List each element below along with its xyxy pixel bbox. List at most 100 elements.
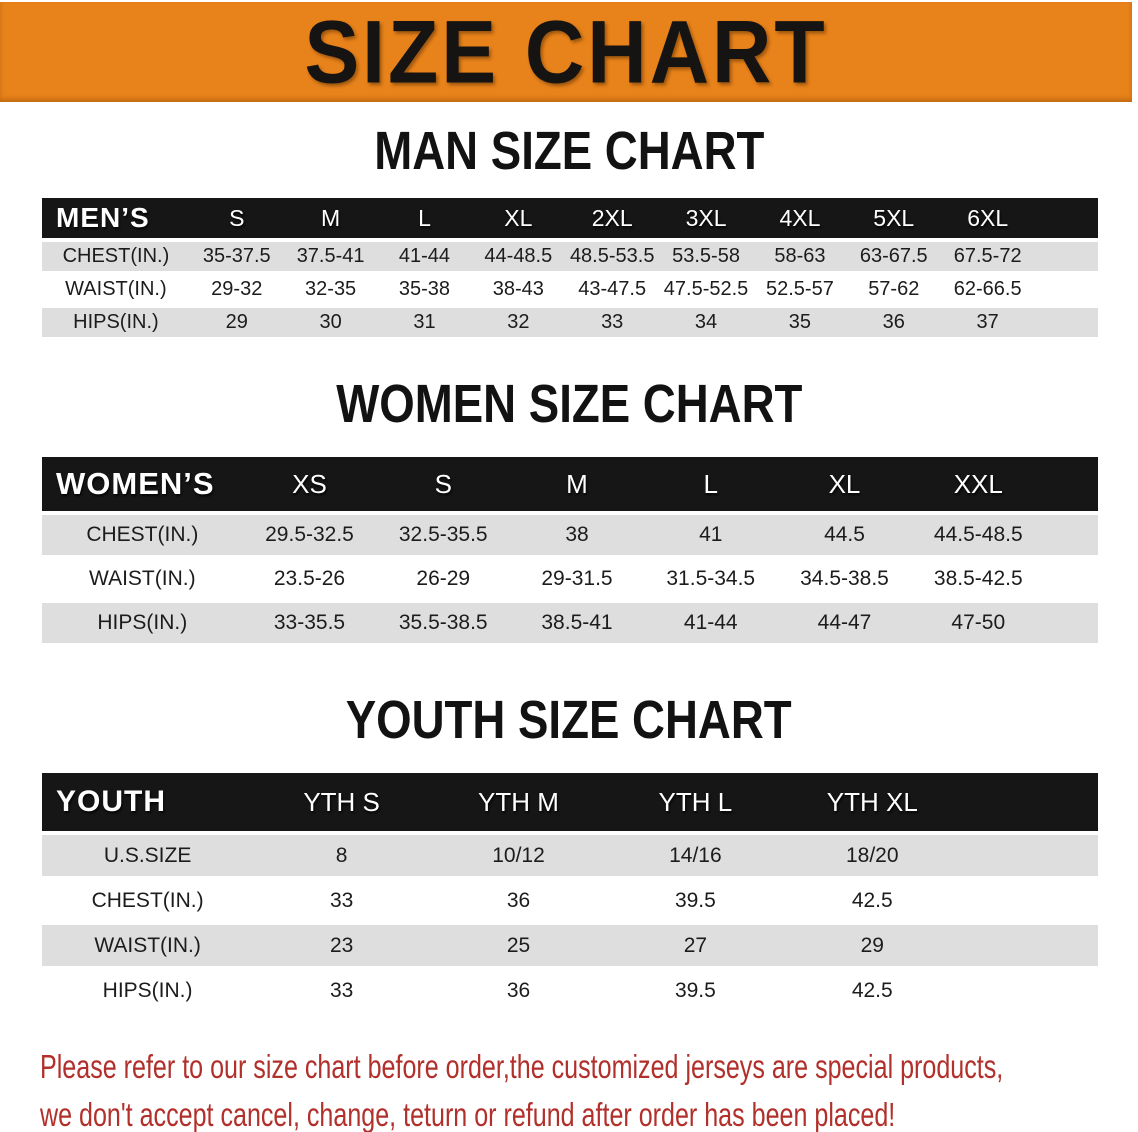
row-spacer (1034, 308, 1098, 337)
size-column-header: 5XL (846, 198, 941, 238)
size-value: 44-48.5 (471, 242, 566, 271)
size-value: 35 (752, 308, 847, 337)
size-value: 26-29 (376, 559, 511, 599)
order-disclaimer: Please refer to our size chart before or… (40, 1043, 1138, 1132)
size-column-header: M (283, 198, 378, 238)
row-label: U.S.SIZE (42, 835, 254, 876)
size-value: 35-37.5 (189, 242, 284, 271)
size-column-header: XS (242, 457, 377, 511)
row-label: CHEST(IN.) (42, 515, 243, 555)
size-value: 37 (940, 308, 1035, 337)
size-value: 31 (377, 308, 472, 337)
size-value: 32 (471, 308, 566, 337)
size-value: 18/20 (783, 835, 961, 876)
size-value: 33-35.5 (242, 603, 377, 643)
size-group-label: MEN’S (42, 198, 190, 238)
size-value: 30 (283, 308, 378, 337)
measurement-row: HIPS(IN.) 29 30 31 32 33 34 35 36 37 (42, 308, 1098, 337)
size-value: 43-47.5 (565, 275, 660, 304)
size-value: 53.5-58 (659, 242, 753, 271)
women-section-heading-text: WOMEN SIZE CHART (335, 374, 803, 435)
size-value: 23 (253, 925, 431, 966)
size-header-row: MEN’S S M L XL 2XL 3XL 4XL 5XL 6XL (42, 198, 1098, 238)
youth-size-table: YOUTH YTH S YTH M YTH L YTH XL U.S.SIZE 8 10/12… (42, 769, 1098, 1015)
disclaimer-line-1-text: Please refer to our size chart before or… (40, 1048, 1004, 1085)
size-chart-banner: SIZE CHART (0, 2, 1132, 102)
row-spacer (960, 925, 1098, 966)
size-value: 48.5-53.5 (565, 242, 660, 271)
size-column-header: XXL (911, 457, 1046, 511)
measurement-row: CHEST(IN.) 35-37.5 37.5-41 41-44 44-48.5 48.5… (42, 242, 1098, 271)
banner-title: SIZE CHART (304, 1, 828, 102)
size-header-row: WOMEN’S XS S M L XL XXL (42, 457, 1098, 511)
men-section-heading-text: MAN SIZE CHART (373, 121, 765, 182)
row-spacer (1045, 515, 1098, 555)
size-value: 42.5 (783, 880, 961, 921)
row-label: WAIST(IN.) (42, 275, 190, 304)
size-value: 23.5-26 (242, 559, 377, 599)
size-column-header: L (643, 457, 778, 511)
row-label: HIPS(IN.) (42, 970, 254, 1011)
measurement-row: CHEST(IN.) 33 36 39.5 42.5 (42, 880, 1098, 921)
size-value: 33 (565, 308, 660, 337)
size-value: 36 (430, 880, 607, 921)
size-value: 35.5-38.5 (376, 603, 511, 643)
row-label: HIPS(IN.) (42, 308, 190, 337)
row-spacer (1045, 559, 1098, 599)
size-value: 10/12 (430, 835, 607, 876)
size-value: 63-67.5 (846, 242, 941, 271)
size-value: 33 (253, 970, 431, 1011)
row-spacer (960, 835, 1098, 876)
size-column-header: 6XL (940, 198, 1035, 238)
men-size-table: MEN’S S M L XL 2XL 3XL 4XL 5XL 6XL CHEST(IN.) 35-37… (42, 194, 1098, 341)
size-value: 47.5-52.5 (659, 275, 753, 304)
measurement-row: WAIST(IN.) 23 25 27 29 (42, 925, 1098, 966)
size-value: 27 (606, 925, 784, 966)
row-label: CHEST(IN.) (42, 880, 254, 921)
size-value: 62-66.5 (940, 275, 1035, 304)
measurement-row: WAIST(IN.) 23.5-26 26-29 29-31.5 31.5-34.5 34… (42, 559, 1098, 599)
row-spacer (960, 880, 1098, 921)
size-value: 47-50 (911, 603, 1046, 643)
size-column-header: L (377, 198, 472, 238)
size-value: 36 (430, 970, 607, 1011)
row-label: CHEST(IN.) (42, 242, 190, 271)
row-label: WAIST(IN.) (42, 559, 243, 599)
size-value: 32-35 (283, 275, 378, 304)
size-value: 29.5-32.5 (242, 515, 377, 555)
size-value: 29 (189, 308, 284, 337)
size-column-header: YTH L (606, 773, 784, 831)
size-column-header: YTH M (430, 773, 607, 831)
size-column-header: YTH XL (783, 773, 961, 831)
row-spacer (1034, 275, 1098, 304)
size-value: 52.5-57 (752, 275, 847, 304)
header-spacer (960, 773, 1098, 831)
size-value: 25 (430, 925, 607, 966)
youth-section-heading-text: YOUTH SIZE CHART (346, 690, 792, 751)
section-women: WOMEN SIZE CHART WOMEN’S XS S M L XL XXL CHEST(… (0, 374, 1138, 647)
size-value: 32.5-35.5 (376, 515, 511, 555)
size-group-label: YOUTH (42, 773, 254, 831)
size-value: 41 (643, 515, 778, 555)
size-value: 44.5 (777, 515, 912, 555)
section-men: MAN SIZE CHART MEN’S S M L XL 2XL 3XL 4XL 5XL 6XL… (0, 121, 1138, 341)
size-value: 67.5-72 (940, 242, 1035, 271)
size-column-header: 3XL (659, 198, 753, 238)
row-spacer (960, 970, 1098, 1011)
size-value: 58-63 (752, 242, 847, 271)
men-section-heading: MAN SIZE CHART (0, 121, 1138, 182)
size-value: 36 (846, 308, 941, 337)
size-column-header: S (189, 198, 284, 238)
size-column-header: 4XL (752, 198, 847, 238)
size-header-row: YOUTH YTH S YTH M YTH L YTH XL (42, 773, 1098, 831)
size-value: 34 (659, 308, 753, 337)
size-value: 8 (253, 835, 431, 876)
size-value: 29-31.5 (510, 559, 644, 599)
size-value: 41-44 (643, 603, 778, 643)
size-column-header: YTH S (253, 773, 431, 831)
header-spacer (1045, 457, 1098, 511)
size-value: 41-44 (377, 242, 472, 271)
disclaimer-line-2: we don't accept cancel, change, teturn o… (40, 1091, 1138, 1132)
header-spacer (1034, 198, 1098, 238)
size-column-header: M (510, 457, 644, 511)
